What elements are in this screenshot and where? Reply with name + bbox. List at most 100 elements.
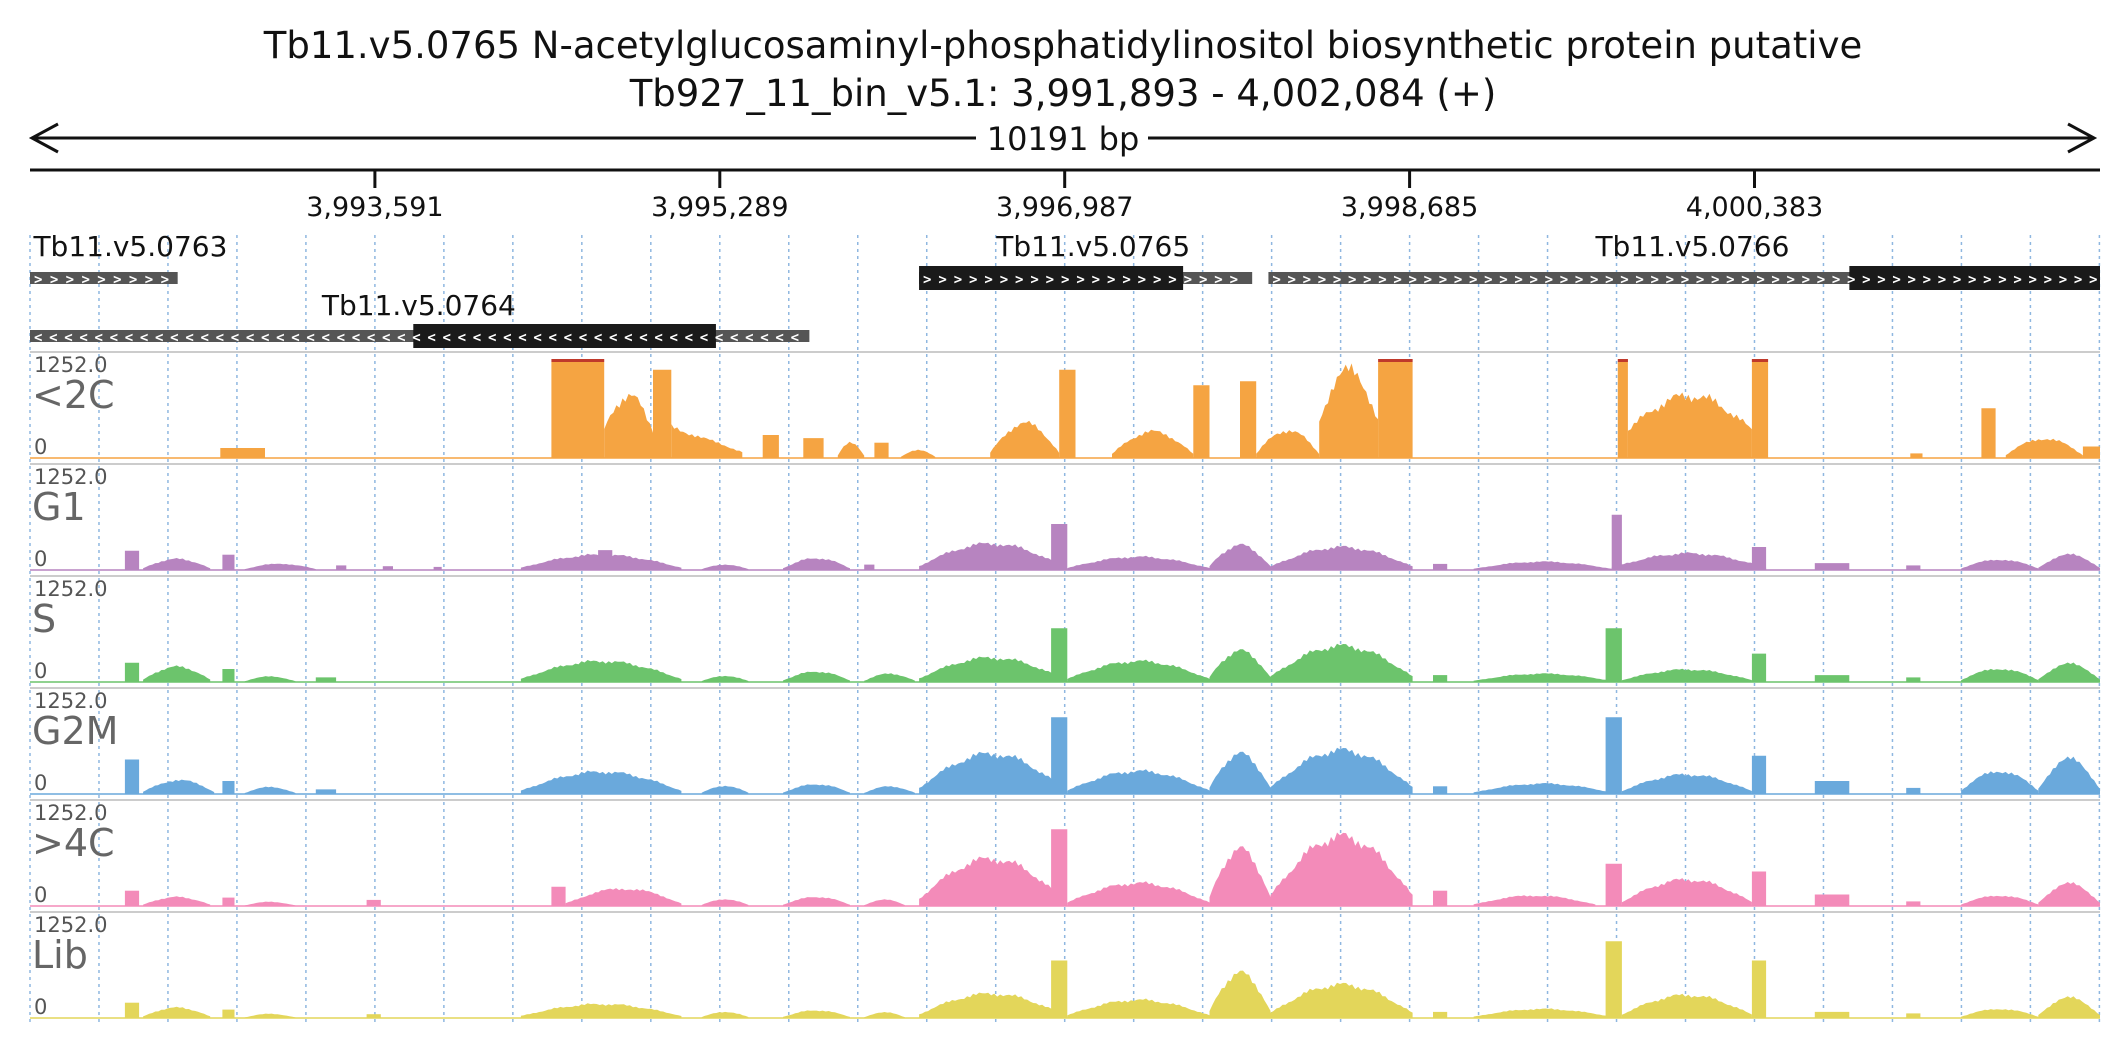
- coverage-segment: [1906, 677, 1921, 682]
- coverage-segment: [1270, 747, 1413, 794]
- coverage-segment: [990, 420, 1060, 458]
- strand-arrows: >>>>>>>>>: [34, 272, 169, 288]
- coverage-segment: [1051, 628, 1068, 682]
- coverage-segment: [1473, 1008, 1612, 1018]
- track-name-label: Lib: [32, 933, 88, 977]
- coverage-segment: [783, 897, 850, 906]
- clip-marker: [1751, 359, 1769, 362]
- track-min-label: 0: [34, 547, 47, 571]
- gene-utr-bar: [30, 272, 178, 284]
- coverage-segment: [124, 662, 140, 682]
- coverage-segment: [315, 677, 337, 682]
- coverage-segment: [1814, 563, 1850, 570]
- coverage-segment: [783, 558, 850, 570]
- coverage-segment: [783, 784, 850, 794]
- track-max-label: 1252.0: [34, 353, 107, 377]
- coverage-segment: [864, 899, 905, 906]
- coverage-segment: [1814, 894, 1850, 906]
- coverage-segment: [701, 675, 749, 682]
- coverage-segment: [2082, 446, 2100, 458]
- coverage-segment: [1621, 993, 1752, 1018]
- coverage-segment: [244, 1013, 296, 1018]
- gene-cds-block: [919, 266, 1184, 290]
- gene-cds-block: [1849, 266, 2100, 290]
- coverage-segment: [2038, 553, 2100, 570]
- coverage-segment: [1981, 408, 1996, 458]
- coverage-segment: [124, 1002, 140, 1018]
- coverage-segment: [1621, 773, 1752, 794]
- track-min-label: 0: [34, 659, 47, 683]
- coverage-segment: [366, 899, 381, 906]
- coverage-segment: [864, 673, 915, 682]
- coverage-segment: [1067, 998, 1210, 1018]
- coverage-segment: [143, 558, 211, 570]
- coverage-segment: [143, 779, 215, 794]
- coverage-segment: [1605, 717, 1622, 794]
- track-max-label: 1252.0: [34, 577, 107, 601]
- track-<2C: 1252.0 0 <2C: [30, 351, 2100, 459]
- coverage-segment: [1067, 659, 1210, 682]
- coverage-segment: [864, 1012, 905, 1018]
- coverage-segment: [604, 393, 653, 458]
- coverage-segment: [1473, 895, 1596, 906]
- coverage-segment: [2005, 438, 2083, 458]
- coverage-segment: [1605, 941, 1622, 1018]
- coverage-segment: [671, 424, 743, 458]
- coverage-segment: [1256, 430, 1320, 458]
- coverage-segment: [1112, 429, 1194, 458]
- coverage-segment: [2038, 662, 2100, 682]
- track-min-label: 0: [34, 883, 47, 907]
- coverage-segment: [382, 566, 393, 570]
- coverage-segment: [864, 564, 875, 570]
- coverage-segment: [1605, 863, 1622, 906]
- coverage-segment: [551, 886, 566, 906]
- coverage-segment: [1433, 1011, 1448, 1018]
- gene-label: Tb11.v5.0765: [995, 230, 1190, 263]
- coverage-segment: [1067, 769, 1210, 794]
- coverage-segment: [143, 1006, 211, 1018]
- strand-arrows: >>>>>>>>>>>>>>>>>>>>>: [923, 272, 1238, 288]
- coverage-segment: [1059, 369, 1076, 458]
- tick-label: 3,995,289: [651, 192, 788, 223]
- clip-marker: [1617, 359, 1628, 362]
- coverage-segment: [520, 1003, 682, 1018]
- coverage-segment: [1751, 960, 1767, 1018]
- track-min-label: 0: [34, 435, 47, 459]
- gene-cds-block: [413, 324, 716, 348]
- gene-Tb11.v5.0764: <<<<<<<<<<<<<<<<<<<<<<<<<<<<<<<<<<<<<<<<…: [30, 289, 810, 348]
- coverage-segment: [1961, 668, 2039, 682]
- coverage-segment: [1270, 982, 1413, 1018]
- gene-label: Tb11.v5.0764: [321, 289, 516, 322]
- gene-Tb11.v5.0765: >>>>>>>>>>>>>>>>>>>>> Tb11.v5.0765: [919, 230, 1253, 290]
- coverage-segment: [1433, 563, 1448, 570]
- gene-Tb11.v5.0763: >>>>>>>>> Tb11.v5.0763: [30, 230, 227, 288]
- coverage-segment: [1906, 787, 1921, 794]
- coverage-segment: [336, 565, 347, 570]
- tick-label: 3,998,685: [1341, 192, 1478, 223]
- coverage-segment: [864, 786, 915, 794]
- track-name-label: <2C: [32, 373, 115, 417]
- coverage-segment: [143, 665, 211, 682]
- coverage-segment: [2038, 756, 2100, 794]
- coverage-segment: [315, 789, 337, 794]
- coverage-segment: [1051, 960, 1068, 1018]
- coverage-segment: [1270, 643, 1413, 682]
- coverage-segment: [1617, 362, 1628, 458]
- coverage-segment: [1751, 362, 1769, 458]
- coverage-segment: [1051, 717, 1068, 794]
- coverage-segment: [919, 992, 1064, 1018]
- gene-Tb11.v5.0766: >>>>>>>>>>>>>>>>>>>>>>>>>>>>>>>>>>>>>>>>…: [1268, 230, 2100, 290]
- gene-label: Tb11.v5.0763: [32, 230, 227, 263]
- coverage-segment: [1751, 871, 1767, 906]
- track-max-label: 1252.0: [34, 465, 107, 489]
- coverage-segment: [1067, 555, 1210, 570]
- coverage-segment: [1433, 675, 1448, 682]
- coverage-segment: [653, 369, 672, 458]
- chart-title: Tb11.v5.0765 N-acetylglucosaminyl-phosph…: [263, 24, 1863, 67]
- clip-marker: [1378, 359, 1413, 362]
- coverage-segment: [1906, 1013, 1921, 1018]
- coverage-segment: [433, 566, 442, 570]
- coverage-segment: [520, 660, 682, 682]
- track-name-label: G1: [32, 485, 86, 529]
